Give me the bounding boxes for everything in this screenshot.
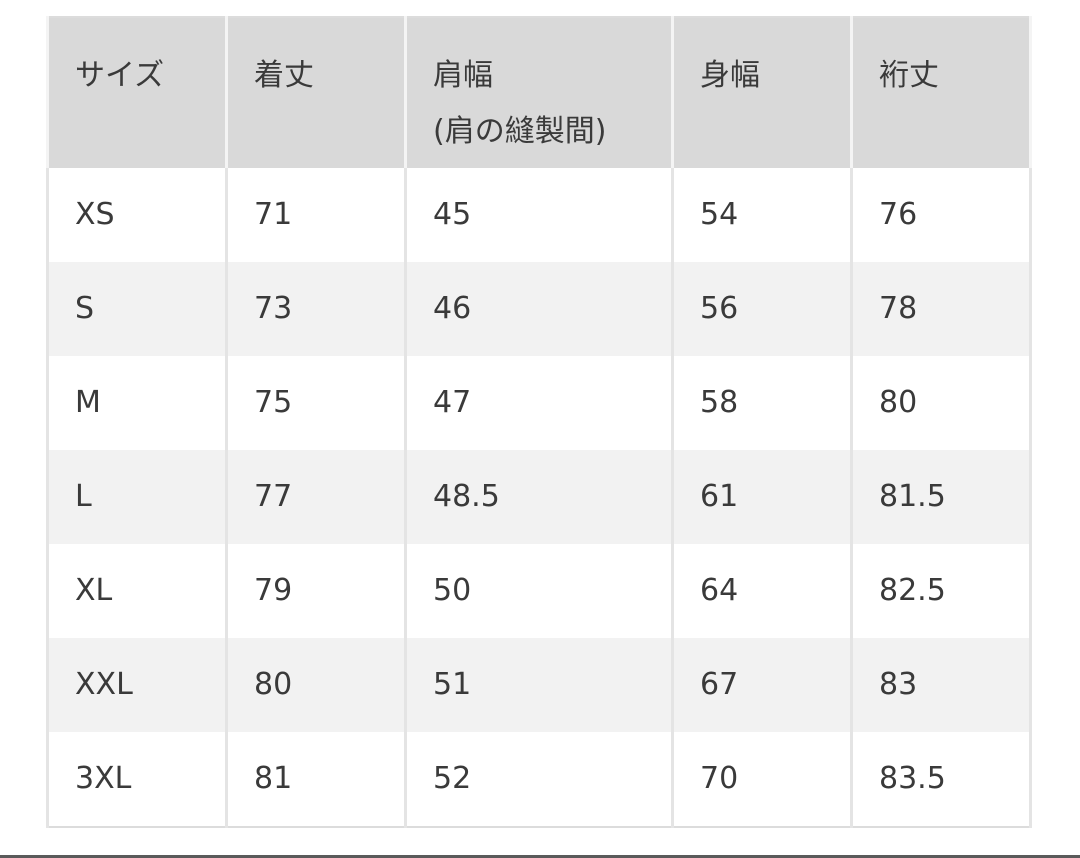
header-chest: 身幅	[671, 17, 853, 168]
table-cell: 67	[671, 638, 853, 732]
table-cell: 80	[225, 638, 407, 732]
table-cell: 70	[671, 732, 853, 827]
table-cell: 81.5	[850, 450, 1032, 544]
table-cell: 79	[225, 544, 407, 638]
table-cell: XL	[46, 544, 228, 638]
table-cell: 81	[225, 732, 407, 827]
table-cell: 61	[671, 450, 853, 544]
table-cell: 50	[404, 544, 674, 638]
table-cell: XXL	[46, 638, 228, 732]
table-cell: M	[46, 356, 228, 450]
header-shoulder: 肩幅 (肩の縫製間)	[404, 17, 674, 168]
table-cell: 76	[850, 168, 1032, 262]
table-cell: 80	[850, 356, 1032, 450]
size-chart-table: サイズ 着丈 肩幅 (肩の縫製間) 身幅 裄丈 XS 71 45 54 76 S 73 46 56…	[46, 16, 1032, 828]
header-sleeve: 裄丈	[850, 17, 1032, 168]
table-cell: 47	[404, 356, 674, 450]
header-shoulder-note: (肩の縫製間)	[433, 114, 607, 149]
header-length: 着丈	[225, 17, 407, 168]
table-row: XL 79 50 64 82.5	[46, 544, 1032, 638]
table-cell: XS	[46, 168, 228, 262]
table-row: 3XL 81 52 70 83.5	[46, 732, 1032, 827]
table-cell: 48.5	[404, 450, 674, 544]
table-cell: 71	[225, 168, 407, 262]
table-cell: 54	[671, 168, 853, 262]
table-cell: 82.5	[850, 544, 1032, 638]
table-cell: 83.5	[850, 732, 1032, 827]
table-row: S 73 46 56 78	[46, 262, 1032, 356]
table-cell: 58	[671, 356, 853, 450]
table-cell: 83	[850, 638, 1032, 732]
header-shoulder-label: 肩幅	[433, 58, 493, 93]
table-row: XXL 80 51 67 83	[46, 638, 1032, 732]
table-cell: S	[46, 262, 228, 356]
table-cell: 75	[225, 356, 407, 450]
bottom-divider	[0, 855, 1080, 858]
table-cell: 77	[225, 450, 407, 544]
header-row: サイズ 着丈 肩幅 (肩の縫製間) 身幅 裄丈	[46, 17, 1032, 168]
table-cell: 51	[404, 638, 674, 732]
table-cell: 52	[404, 732, 674, 827]
header-size: サイズ	[46, 17, 228, 168]
table-row: XS 71 45 54 76	[46, 168, 1032, 262]
table-cell: L	[46, 450, 228, 544]
table-row: M 75 47 58 80	[46, 356, 1032, 450]
table-cell: 3XL	[46, 732, 228, 827]
table-cell: 64	[671, 544, 853, 638]
table-cell: 45	[404, 168, 674, 262]
table-cell: 56	[671, 262, 853, 356]
table-cell: 78	[850, 262, 1032, 356]
table-cell: 73	[225, 262, 407, 356]
table-cell: 46	[404, 262, 674, 356]
table-row: L 77 48.5 61 81.5	[46, 450, 1032, 544]
